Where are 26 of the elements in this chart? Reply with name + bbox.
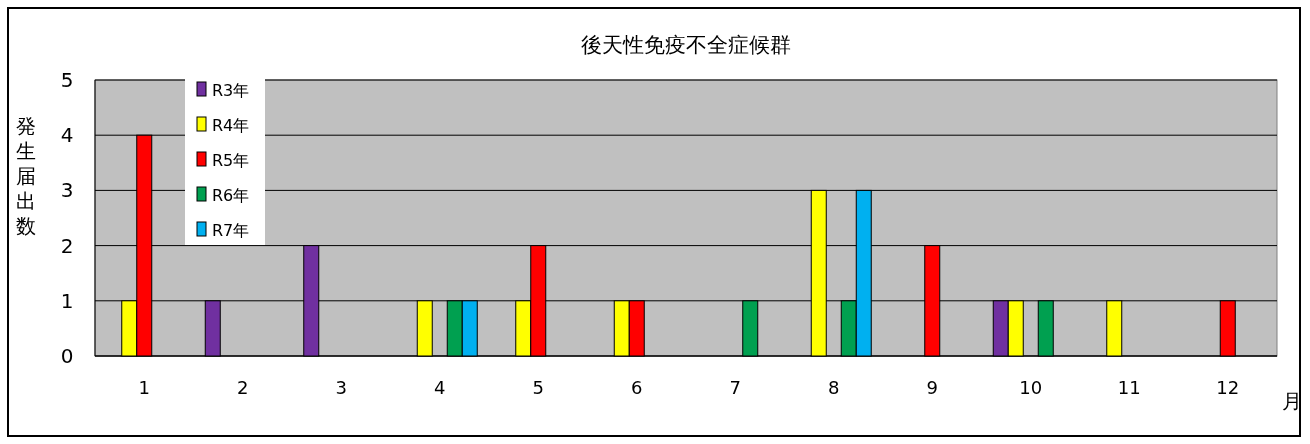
y-tick-label: 4 [60, 123, 74, 148]
chart-title: 後天性免疫不全症候群 [581, 33, 791, 57]
legend-label: R6年 [212, 186, 250, 205]
x-tick-label: 3 [335, 377, 347, 398]
y-tick-label: 3 [60, 178, 74, 203]
x-tick-label: 2 [237, 377, 249, 398]
x-tick-label: 1 [138, 377, 150, 398]
y-tick-label: 5 [60, 68, 74, 92]
x-tick-label: 10 [1019, 377, 1043, 398]
legend-label: R5年 [212, 151, 250, 170]
legend-label: R4年 [212, 116, 250, 135]
x-tick-label: 8 [828, 377, 840, 398]
x-tick-label: 4 [434, 377, 446, 398]
y-tick-label: 2 [60, 233, 74, 258]
x-tick-label: 9 [926, 377, 938, 398]
y-tick-label: 0 [60, 344, 74, 368]
x-axis-title: 月 [1282, 389, 1302, 413]
x-tick-label: 12 [1216, 377, 1240, 398]
x-tick-label: 5 [532, 377, 544, 398]
legend-label: R7年 [212, 221, 250, 240]
y-tick-label: 1 [60, 288, 74, 313]
x-tick-label: 7 [729, 377, 741, 398]
x-tick-label: 11 [1117, 377, 1141, 398]
legend-label: R3年 [212, 81, 250, 100]
y-axis-title: 発生届出数 [16, 114, 36, 238]
x-tick-label: 6 [631, 377, 643, 398]
